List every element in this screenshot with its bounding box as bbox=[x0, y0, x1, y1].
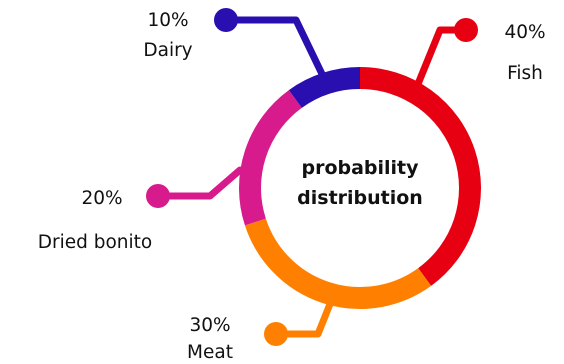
donut-ring bbox=[239, 67, 481, 309]
callout-dot-fish bbox=[454, 18, 478, 42]
category-label-fish: Fish bbox=[507, 63, 543, 84]
category-label-dried-bonito: Dried bonito bbox=[38, 232, 153, 253]
value-label-meat: 30% bbox=[189, 315, 230, 336]
donut-segment-fish bbox=[359, 67, 481, 286]
donut-segment-meat bbox=[244, 218, 432, 309]
donut-segment-dried-bonito bbox=[239, 90, 303, 226]
callout-line-dried-bonito bbox=[154, 166, 244, 200]
callout-dot-dried-bonito bbox=[146, 184, 170, 208]
value-label-fish: 40% bbox=[504, 22, 545, 43]
donut-segment-dairy bbox=[288, 67, 361, 109]
value-label-dried-bonito: 20% bbox=[81, 188, 122, 209]
callout-layer: 40% Fish 30% Meat 20% Dried bonito 10% Dairy bbox=[38, 8, 546, 363]
category-label-meat: Meat bbox=[187, 342, 233, 363]
category-label-dairy: Dairy bbox=[143, 40, 192, 61]
callout-line-meat bbox=[272, 300, 334, 338]
callout-dot-meat bbox=[264, 322, 288, 346]
callout-line-dairy bbox=[222, 16, 326, 78]
value-label-dairy: 10% bbox=[147, 10, 188, 31]
chart-title-line-2: distribution bbox=[297, 187, 423, 209]
chart-title-line-1: probability bbox=[301, 157, 419, 179]
callout-dot-dairy bbox=[214, 8, 238, 32]
